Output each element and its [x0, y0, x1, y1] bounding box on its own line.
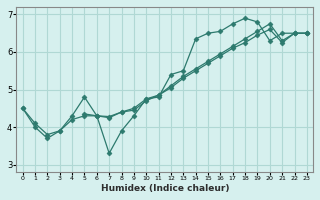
X-axis label: Humidex (Indice chaleur): Humidex (Indice chaleur): [100, 184, 229, 193]
